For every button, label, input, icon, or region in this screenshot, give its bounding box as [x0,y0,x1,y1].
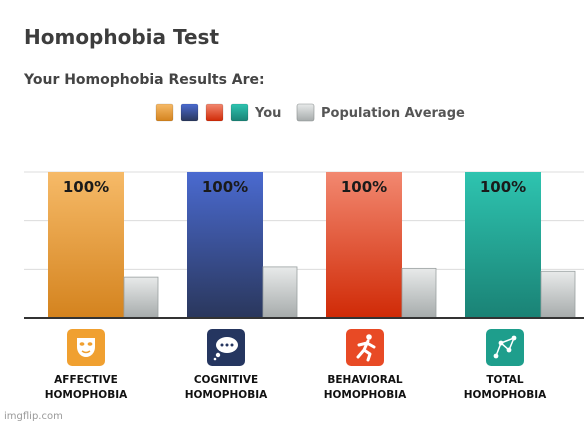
chart-subtitle: Your Homophobia Results Are: [23,72,265,88]
bar-you [48,172,124,318]
mask-icon [67,329,105,366]
bar-you [187,172,263,318]
bars: 100% 100% 100% 100% [48,172,576,319]
bar-value-label: 100% [480,178,526,196]
bar-population-average [262,266,298,319]
legend-swatch-population-average [296,103,315,122]
category-label: COGNITIVE [194,374,258,386]
thought-bubble-icon [207,329,245,366]
legend-swatch-you [230,103,249,122]
bar-value-label: 100% [341,178,387,196]
bar-value-label: 100% [63,178,109,196]
legend-label-you: You [254,106,281,121]
bar-you [465,172,541,318]
watermark: imgflip.com [4,411,63,422]
bar-population-average [540,270,576,319]
legend-swatch-you [180,103,199,122]
legend-swatch-you [155,103,174,122]
chart-title: Homophobia Test [24,25,219,49]
category-label: AFFECTIVE [54,374,118,386]
network-graph-icon [486,329,524,366]
category-label: HOMOPHOBIA [45,389,128,401]
legend: You Population Average [155,103,465,122]
bar-population-average [123,276,159,319]
bar-you [326,172,402,318]
bar-value-label: 100% [202,178,248,196]
category-label: HOMOPHOBIA [185,389,268,401]
legend-swatch-you [205,103,224,122]
category-label: HOMOPHOBIA [464,389,547,401]
bar-population-average [401,267,437,319]
legend-label-population-average: Population Average [321,106,465,121]
category-labels: AFFECTIVE HOMOPHOBIA COGNITIVE HOMOPHOBIA BE… [45,329,547,401]
running-person-icon [346,329,384,366]
category-label: HOMOPHOBIA [324,389,407,401]
category-label: TOTAL [486,374,524,386]
category-label: BEHAVIORAL [327,374,403,386]
